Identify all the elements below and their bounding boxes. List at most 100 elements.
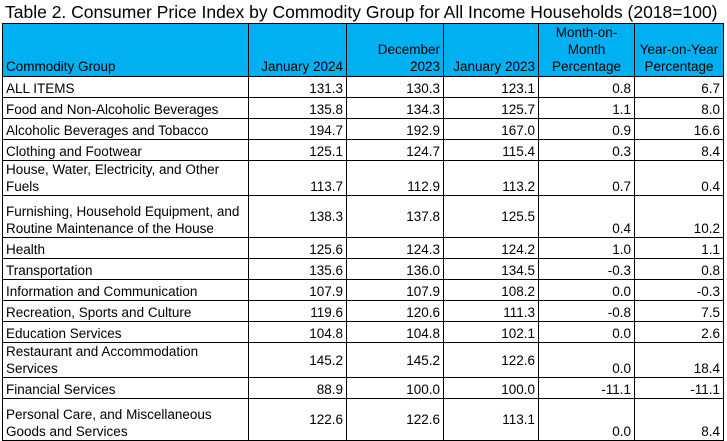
cell-january-2023: 115.4 — [443, 139, 539, 161]
row-label: Transportation — [2, 258, 249, 280]
cell-year-on-year: 1.1 — [634, 237, 724, 259]
table-row: ALL ITEMS 131.3 130.3 123.1 0.8 6.7 — [2, 76, 724, 98]
cell-january-2024: 131.3 — [248, 76, 347, 98]
table-row: House, Water, Electricity, and Other Fue… — [2, 160, 724, 196]
table-title: Table 2. Consumer Price Index by Commodi… — [5, 2, 718, 22]
cell-year-on-year: 8.4 — [634, 398, 724, 441]
cell-january-2024: 145.2 — [248, 342, 347, 378]
table-row: Personal Care, and Miscellaneous Goods a… — [2, 398, 724, 441]
row-label: House, Water, Electricity, and Other Fue… — [2, 160, 249, 196]
row-label: Clothing and Footwear — [2, 139, 249, 161]
row-label: Health — [2, 237, 249, 259]
cell-year-on-year: -0.3 — [634, 279, 724, 301]
table-body: ALL ITEMS 131.3 130.3 123.1 0.8 6.7 Food… — [2, 76, 724, 441]
cell-january-2023: 113.2 — [443, 160, 539, 196]
cell-january-2024: 113.7 — [248, 160, 347, 196]
cell-year-on-year: 0.8 — [634, 258, 724, 280]
column-header: Month-on-Month Percentage — [538, 23, 635, 77]
cell-january-2023: 113.1 — [443, 398, 539, 441]
row-label: Personal Care, and Miscellaneous Goods a… — [2, 398, 249, 441]
cell-year-on-year: 10.2 — [634, 195, 724, 238]
cell-december-2023: 104.8 — [346, 321, 444, 343]
cell-january-2024: 135.8 — [248, 97, 347, 119]
cell-december-2023: 134.3 — [346, 97, 444, 119]
cell-year-on-year: -11.1 — [634, 377, 724, 399]
cell-december-2023: 137.8 — [346, 195, 444, 238]
cell-january-2023: 122.6 — [443, 342, 539, 378]
cell-january-2024: 194.7 — [248, 118, 347, 140]
cell-month-on-month: -0.3 — [538, 258, 635, 280]
cell-january-2023: 134.5 — [443, 258, 539, 280]
cell-month-on-month: 0.0 — [538, 398, 635, 441]
cell-january-2024: 119.6 — [248, 300, 347, 322]
cell-january-2023: 123.1 — [443, 76, 539, 98]
table-row: Health 125.6 124.3 124.2 1.0 1.1 — [2, 237, 724, 259]
column-header: January 2023 — [443, 23, 539, 77]
row-label: Financial Services — [2, 377, 249, 399]
cell-month-on-month: 1.0 — [538, 237, 635, 259]
cell-month-on-month: 1.1 — [538, 97, 635, 119]
row-label: Food and Non-Alcoholic Beverages — [2, 97, 249, 119]
table-row: Clothing and Footwear 125.1 124.7 115.4 … — [2, 139, 724, 161]
column-header: Year-on-Year Percentage — [634, 23, 724, 77]
row-label: Education Services — [2, 321, 249, 343]
cell-year-on-year: 18.4 — [634, 342, 724, 378]
cell-month-on-month: 0.7 — [538, 160, 635, 196]
cell-december-2023: 112.9 — [346, 160, 444, 196]
cell-january-2023: 108.2 — [443, 279, 539, 301]
row-label: Recreation, Sports and Culture — [2, 300, 249, 322]
row-label: Alcoholic Beverages and Tobacco — [2, 118, 249, 140]
cell-january-2024: 107.9 — [248, 279, 347, 301]
table-row: Restaurant and Accommodation Services 14… — [2, 342, 724, 378]
cell-december-2023: 145.2 — [346, 342, 444, 378]
row-label: ALL ITEMS — [2, 76, 249, 98]
cell-january-2024: 138.3 — [248, 195, 347, 238]
cell-january-2024: 135.6 — [248, 258, 347, 280]
cell-december-2023: 124.7 — [346, 139, 444, 161]
row-label: Information and Communication — [2, 279, 249, 301]
cell-month-on-month: 0.0 — [538, 279, 635, 301]
cell-month-on-month: -0.8 — [538, 300, 635, 322]
cell-january-2023: 125.7 — [443, 97, 539, 119]
cell-january-2024: 122.6 — [248, 398, 347, 441]
table-row: Education Services 104.8 104.8 102.1 0.0… — [2, 321, 724, 343]
row-label: Restaurant and Accommodation Services — [2, 342, 249, 378]
table-row: Recreation, Sports and Culture 119.6 120… — [2, 300, 724, 322]
cell-month-on-month: 0.0 — [538, 342, 635, 378]
cell-january-2023: 125.5 — [443, 195, 539, 238]
cell-january-2024: 125.1 — [248, 139, 347, 161]
cell-january-2023: 124.2 — [443, 237, 539, 259]
cell-january-2024: 88.9 — [248, 377, 347, 399]
table-row: Transportation 135.6 136.0 134.5 -0.3 0.… — [2, 258, 724, 280]
cell-january-2023: 111.3 — [443, 300, 539, 322]
column-header: December 2023 — [346, 23, 444, 77]
cell-year-on-year: 8.4 — [634, 139, 724, 161]
row-label: Furnishing, Household Equipment, and Rou… — [2, 195, 249, 238]
cell-month-on-month: 0.8 — [538, 76, 635, 98]
cpi-table: Commodity Group January 2024 December 20… — [2, 23, 724, 441]
cell-december-2023: 192.9 — [346, 118, 444, 140]
cell-month-on-month: -11.1 — [538, 377, 635, 399]
cell-january-2024: 104.8 — [248, 321, 347, 343]
cell-january-2023: 167.0 — [443, 118, 539, 140]
cell-year-on-year: 2.6 — [634, 321, 724, 343]
cell-december-2023: 130.3 — [346, 76, 444, 98]
cell-january-2023: 102.1 — [443, 321, 539, 343]
column-header: January 2024 — [248, 23, 347, 77]
header-row: Commodity Group January 2024 December 20… — [2, 23, 724, 77]
cell-year-on-year: 8.0 — [634, 97, 724, 119]
cell-january-2024: 125.6 — [248, 237, 347, 259]
cell-december-2023: 124.3 — [346, 237, 444, 259]
table-row: Food and Non-Alcoholic Beverages 135.8 1… — [2, 97, 724, 119]
table-row: Financial Services 88.9 100.0 100.0 -11.… — [2, 377, 724, 399]
cell-december-2023: 120.6 — [346, 300, 444, 322]
cell-year-on-year: 7.5 — [634, 300, 724, 322]
cell-month-on-month: 0.0 — [538, 321, 635, 343]
cell-year-on-year: 0.4 — [634, 160, 724, 196]
table-row: Furnishing, Household Equipment, and Rou… — [2, 195, 724, 238]
cell-year-on-year: 6.7 — [634, 76, 724, 98]
cell-month-on-month: 0.3 — [538, 139, 635, 161]
table-row: Alcoholic Beverages and Tobacco 194.7 19… — [2, 118, 724, 140]
column-header: Commodity Group — [2, 23, 249, 77]
cell-month-on-month: 0.9 — [538, 118, 635, 140]
